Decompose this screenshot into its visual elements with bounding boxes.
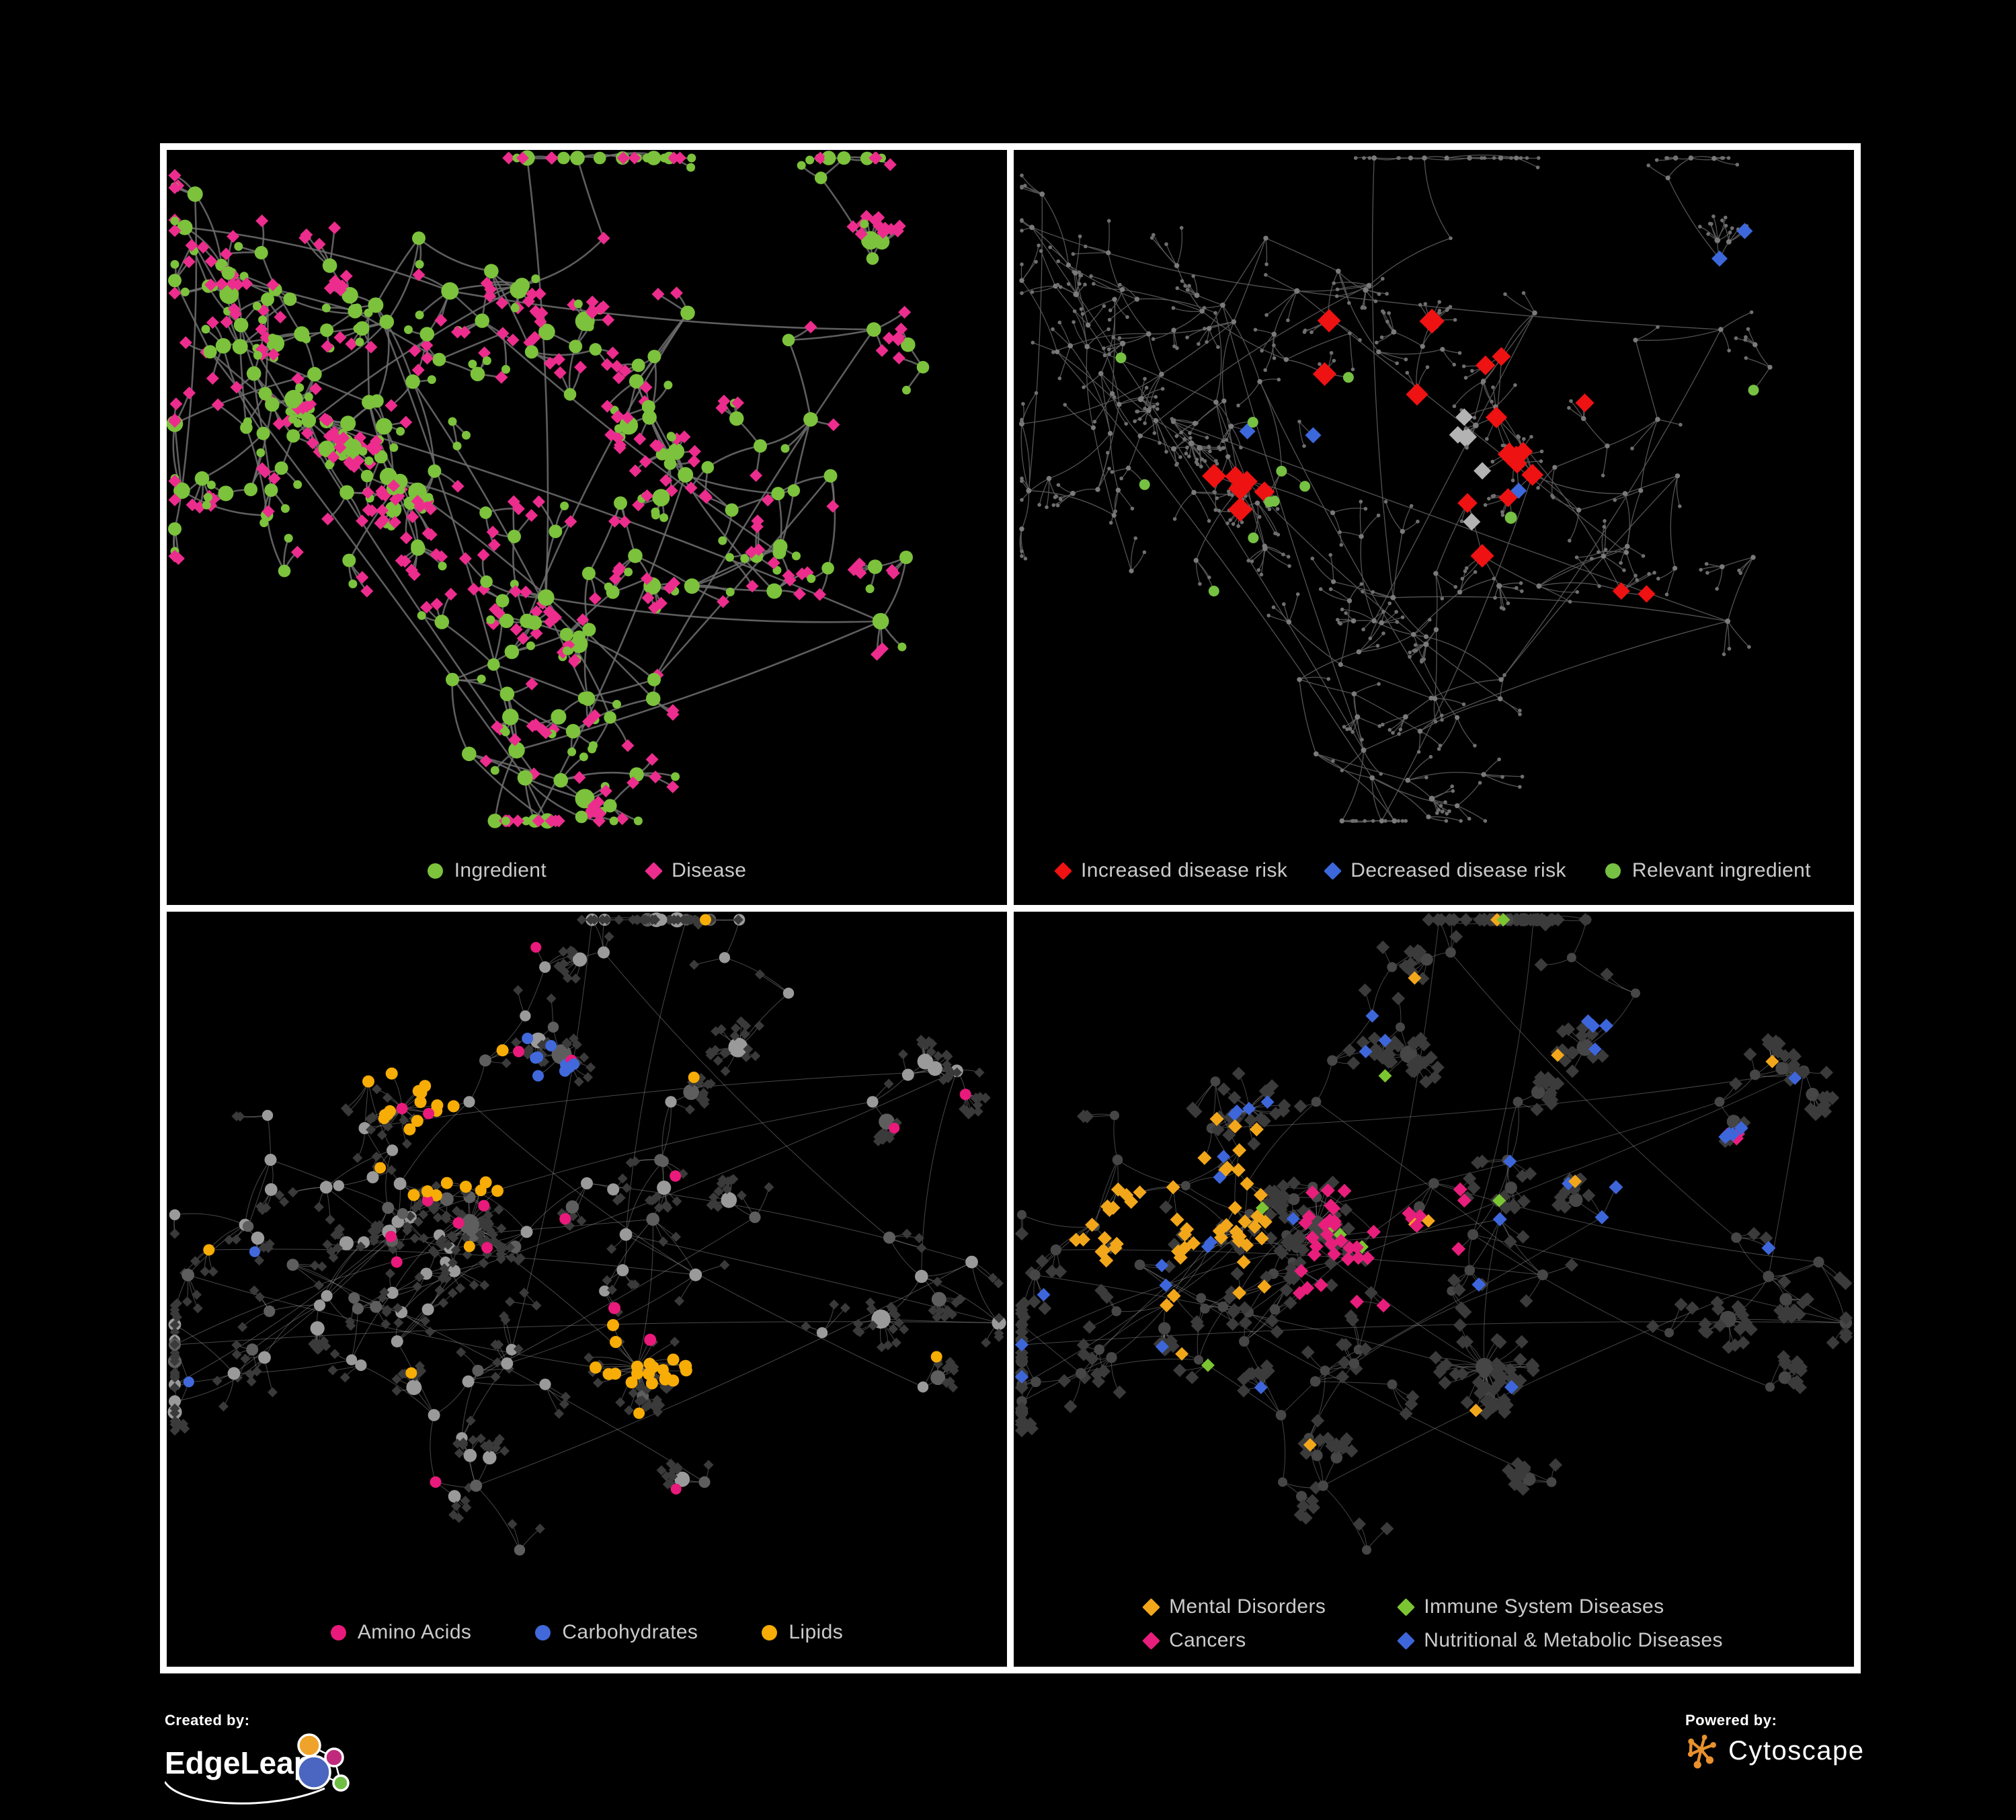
network-graph-macronutrients [167, 912, 1006, 1556]
nutritional-metabolic-diamond-swatch [1397, 1631, 1416, 1650]
legend-label: Lipids [789, 1621, 844, 1643]
cancers-diamond-swatch [1142, 1631, 1161, 1650]
legend-label: Disease [672, 859, 747, 881]
mental-disorders-diamond-swatch [1142, 1597, 1161, 1616]
legend-item-immune-system-diseases: Immune System Diseases [1397, 1595, 1723, 1618]
cytoscape-wordmark: Cytoscape [1728, 1735, 1865, 1766]
legend-item-disease: Disease [645, 859, 747, 882]
legend-item-decreased-risk: Decreased disease risk [1324, 859, 1566, 882]
legend-label: Nutritional & Metabolic Diseases [1424, 1629, 1723, 1651]
created-by-label: Created by: [165, 1712, 250, 1729]
panel-ingredient-disease-network: Ingredient Disease [160, 143, 1014, 912]
legend-label: Carbohydrates [562, 1621, 698, 1643]
legend-label: Decreased disease risk [1350, 859, 1566, 881]
legend-label: Amino Acids [357, 1621, 472, 1643]
legend-label: Relevant ingredient [1631, 859, 1811, 881]
increased-risk-diamond-swatch [1054, 861, 1072, 880]
legend-disease-risk: Increased disease risk Decreased disease… [1014, 859, 1854, 882]
legend-macronutrients: Amino Acids Carbohydrates Lipids [167, 1621, 1007, 1644]
legend-item-amino-acids: Amino Acids [330, 1621, 472, 1644]
powered-by-label: Powered by: [1685, 1712, 1777, 1729]
lipids-circle-swatch [762, 1624, 778, 1640]
legend-disease-categories: Mental Disorders Immune System Diseases … [1014, 1595, 1854, 1652]
edgeleap-logo-nodes [296, 1733, 350, 1792]
panel-disease-risk-network: Increased disease risk Decreased disease… [1007, 143, 1861, 912]
edgeleap-green-node [332, 1774, 350, 1792]
network-graph-disease-risk [1019, 154, 1773, 824]
legend-label: Cancers [1169, 1629, 1246, 1651]
cytoscape-icon-nodes [1687, 1735, 1716, 1769]
legend-label: Immune System Diseases [1424, 1595, 1664, 1618]
legend-ingredient-disease: Ingredient Disease [167, 859, 1007, 882]
decreased-risk-diamond-swatch [1324, 861, 1342, 880]
edgeleap-magenta-node [324, 1747, 344, 1768]
created-by-block: Created by: EdgeLeap [163, 1712, 380, 1809]
legend-item-carbohydrates: Carbohydrates [535, 1621, 698, 1644]
legend-item-cancers: Cancers [1142, 1629, 1326, 1652]
powered-by-block: Powered by: Cytoscape [1685, 1712, 1864, 1770]
edgeleap-wordmark: EdgeLeap [165, 1745, 313, 1780]
edgeleap-orange-node [297, 1733, 321, 1757]
legend-label: Mental Disorders [1169, 1595, 1326, 1618]
amino-acids-circle-swatch [330, 1624, 346, 1640]
network-graph-disease-categories [1015, 913, 1853, 1555]
relevant-ingredient-circle-swatch [1605, 863, 1621, 879]
legend-label: Increased disease risk [1081, 859, 1288, 881]
legend-item-nutritional-metabolic-diseases: Nutritional & Metabolic Diseases [1397, 1629, 1723, 1652]
panel-disease-category-network: Mental Disorders Immune System Diseases … [1007, 905, 1861, 1673]
edgeleap-blue-node [296, 1755, 331, 1790]
cytoscape-logo-icon [1687, 1735, 1716, 1769]
cytoscape-brand-row: Cytoscape [1685, 1732, 1864, 1770]
edgeleap-swoosh [163, 1781, 325, 1805]
edgeleap-logo: EdgeLeap [163, 1733, 350, 1805]
disease-diamond-swatch [645, 861, 663, 880]
ingredient-circle-swatch [427, 863, 443, 879]
legend-item-mental-disorders: Mental Disorders [1142, 1595, 1326, 1618]
carbohydrates-circle-swatch [535, 1624, 551, 1640]
network-graph-ingredient-disease [167, 150, 930, 829]
legend-item-relevant-ingredient: Relevant ingredient [1605, 859, 1811, 882]
legend-item-lipids: Lipids [762, 1621, 843, 1644]
legend-label: Ingredient [454, 859, 547, 881]
legend-item-ingredient: Ingredient [427, 859, 547, 882]
immune-diseases-diamond-swatch [1397, 1597, 1416, 1616]
panel-macronutrient-network: Amino Acids Carbohydrates Lipids [160, 905, 1014, 1673]
legend-item-increased-risk: Increased disease risk [1054, 859, 1288, 882]
